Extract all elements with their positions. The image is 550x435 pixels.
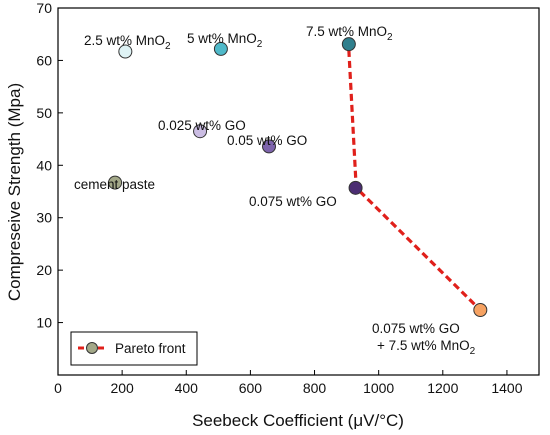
label-5-mno2: 5 wt% MnO2: [187, 31, 263, 50]
y-tick-label: 60: [36, 52, 52, 68]
legend: Pareto front: [70, 331, 198, 366]
data-point: [193, 124, 208, 139]
plot-frame: [57, 7, 540, 376]
data-point: [261, 139, 276, 154]
label-composite-line2: + 7.5 wt% MnO: [377, 338, 470, 353]
data-point: [118, 44, 133, 59]
pareto-front-path: [347, 49, 482, 312]
y-tick-label: 10: [36, 315, 52, 331]
x-axis-title: Seebeck Coefficient (μV/°C): [192, 411, 404, 430]
data-point: [341, 37, 356, 52]
y-tick-label: 70: [36, 0, 52, 16]
x-tick-label: 200: [110, 380, 134, 396]
x-tick-label: 1200: [427, 380, 458, 396]
x-tick-label: 1000: [363, 380, 394, 396]
data-point: [108, 175, 123, 190]
label-composite-sub: 2: [470, 346, 476, 357]
y-axis-title: Compreseive Strength (Mpa): [5, 83, 24, 301]
axis-ticks: 0 200 400 600 800 1000 1200 1400 10 20 30 40 50 60 70: [36, 0, 522, 396]
data-points: [108, 37, 488, 317]
data-point: [213, 41, 228, 56]
x-tick-label: 400: [175, 380, 199, 396]
label-0075-go: 0.075 wt% GO: [249, 194, 337, 209]
y-tick-label: 30: [36, 210, 52, 226]
label-25-mno2-text: 2.5 wt% MnO: [84, 33, 165, 48]
pareto-front-line: [347, 49, 482, 312]
label-0025-go: 0.025 wt% GO: [158, 118, 246, 133]
label-5-mno2-text: 5 wt% MnO: [187, 31, 257, 46]
x-tick-label: 0: [54, 380, 62, 396]
label-25-mno2: 2.5 wt% MnO2: [84, 33, 171, 52]
label-5-mno2-sub: 2: [257, 39, 263, 50]
point-labels: 2.5 wt% MnO2 5 wt% MnO2 7.5 wt% MnO2 0.0…: [74, 24, 476, 357]
legend-label: Pareto front: [115, 341, 186, 356]
label-composite: 0.075 wt% GO + 7.5 wt% MnO2: [372, 321, 476, 357]
label-75-mno2-sub: 2: [387, 32, 393, 43]
label-75-mno2-text: 7.5 wt% MnO: [306, 24, 387, 39]
y-tick-label: 50: [36, 105, 52, 121]
x-tick-label: 600: [239, 380, 263, 396]
data-point: [348, 180, 363, 195]
label-composite-line1: 0.075 wt% GO: [372, 321, 460, 336]
label-005-go: 0.05 wt% GO: [227, 133, 307, 148]
legend-marker: [86, 342, 98, 354]
label-75-mno2: 7.5 wt% MnO2: [306, 24, 393, 43]
label-25-mno2-sub: 2: [165, 41, 171, 52]
data-point: [473, 302, 488, 317]
y-tick-label: 20: [36, 262, 52, 278]
x-tick-label: 1400: [491, 380, 522, 396]
y-tick-label: 40: [36, 157, 52, 173]
label-cement: cement paste: [74, 177, 155, 192]
x-tick-label: 800: [303, 380, 327, 396]
